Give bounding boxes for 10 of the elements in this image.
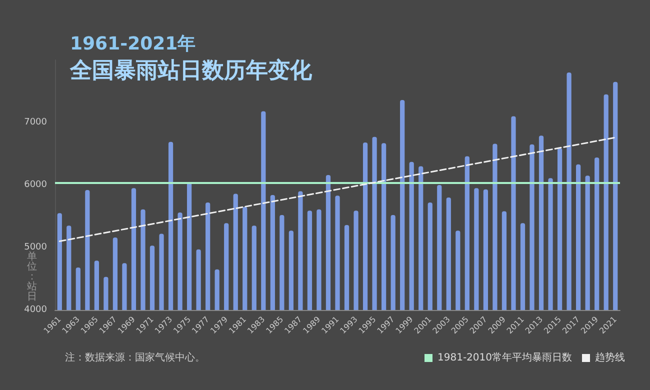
chart-subtitle: 全国暴雨站日数历年变化 [69,58,313,84]
y-tick-label: 6000 [24,180,48,190]
y-tick-label: 5000 [24,242,48,252]
text: 注：数据来源：国家气候中心。 [65,352,205,364]
legend-label: 趋势线 [595,352,625,364]
y-tick-label: 4000 [24,305,48,315]
y-axis-title: 单位：站日 [27,250,37,302]
legend-label: 1981-2010常年平均暴雨日数 [437,352,572,364]
chart-title: 1961-2021年 [70,34,196,54]
y-tick-label: 7000 [24,118,48,128]
